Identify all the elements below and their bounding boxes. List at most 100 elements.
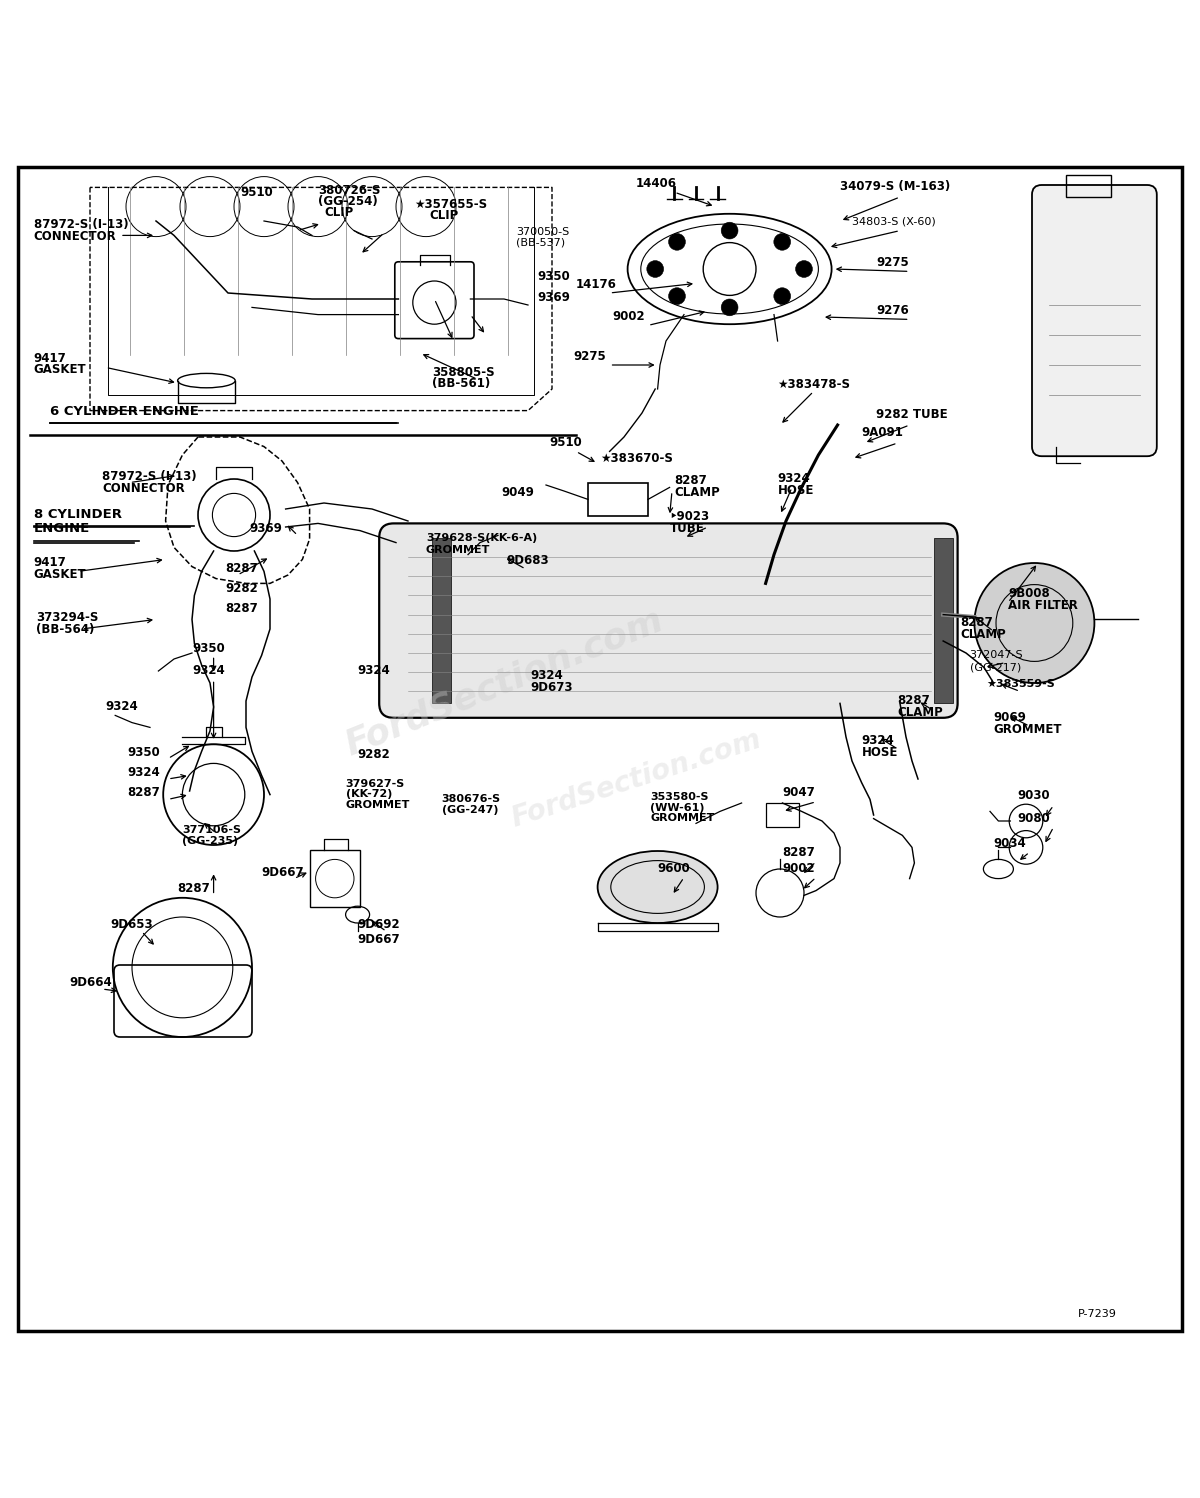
Text: CLAMP: CLAMP <box>898 706 943 719</box>
Text: 9350: 9350 <box>127 746 160 758</box>
Text: ★383670-S: ★383670-S <box>600 451 673 464</box>
Text: ★383478-S: ★383478-S <box>778 379 851 391</box>
Text: 9350: 9350 <box>538 271 570 283</box>
Text: 9047: 9047 <box>782 786 815 800</box>
Ellipse shape <box>598 851 718 923</box>
Text: 9D667: 9D667 <box>358 933 401 945</box>
Text: (BB-537): (BB-537) <box>516 237 565 247</box>
Text: 9510: 9510 <box>240 186 272 199</box>
Text: 8287: 8287 <box>226 562 258 575</box>
Text: 358805-S: 358805-S <box>432 367 494 379</box>
Text: 8 CYLINDER: 8 CYLINDER <box>34 508 121 521</box>
Text: 9324: 9324 <box>358 664 390 677</box>
Bar <box>432 538 451 704</box>
Text: 9350: 9350 <box>192 643 224 656</box>
Text: 9002: 9002 <box>782 861 815 875</box>
Circle shape <box>721 222 738 240</box>
Text: 377106-S: 377106-S <box>182 825 241 836</box>
Text: CLIP: CLIP <box>430 210 458 222</box>
Text: 9510: 9510 <box>550 436 582 449</box>
Text: 9069: 9069 <box>994 710 1026 724</box>
Text: (WW-61): (WW-61) <box>650 803 704 812</box>
Text: (KK-72): (KK-72) <box>346 789 392 800</box>
Text: GROMMET: GROMMET <box>650 813 715 824</box>
Text: ‣9023: ‣9023 <box>670 511 709 523</box>
Text: 8287: 8287 <box>960 616 992 629</box>
Text: 14176: 14176 <box>576 277 617 291</box>
Text: 87972-S (I-13): 87972-S (I-13) <box>34 217 128 231</box>
Circle shape <box>774 288 791 304</box>
Text: 8287: 8287 <box>782 846 815 860</box>
Text: 9282: 9282 <box>226 583 258 595</box>
Circle shape <box>668 234 685 250</box>
Text: 379627-S: 379627-S <box>346 779 404 788</box>
Text: GROMMET: GROMMET <box>994 724 1062 736</box>
Text: 9D667: 9D667 <box>262 866 305 879</box>
Text: 8287: 8287 <box>178 882 210 896</box>
Text: 6 CYLINDER ENGINE: 6 CYLINDER ENGINE <box>50 404 199 418</box>
Text: 9324: 9324 <box>192 664 224 677</box>
Bar <box>934 538 953 704</box>
Text: 9324: 9324 <box>778 472 810 485</box>
Text: 9D673: 9D673 <box>530 680 572 694</box>
Text: 9080: 9080 <box>1018 812 1050 824</box>
Circle shape <box>647 261 664 277</box>
Text: 9417: 9417 <box>34 352 66 366</box>
Text: 9D664: 9D664 <box>70 977 113 989</box>
Text: GROMMET: GROMMET <box>346 800 410 810</box>
Circle shape <box>668 288 685 304</box>
Text: 9324: 9324 <box>862 734 894 746</box>
Text: CLAMP: CLAMP <box>674 487 720 499</box>
Text: 9417: 9417 <box>34 556 66 569</box>
Text: (GG-235): (GG-235) <box>182 836 239 846</box>
Text: 8287: 8287 <box>127 786 160 800</box>
Text: GASKET: GASKET <box>34 363 86 376</box>
Text: 353580-S: 353580-S <box>650 792 709 801</box>
Text: 8287: 8287 <box>674 475 707 487</box>
Text: 9282: 9282 <box>358 748 390 761</box>
Bar <box>588 482 648 517</box>
Text: TUBE: TUBE <box>670 523 704 535</box>
Text: 9275: 9275 <box>876 256 908 270</box>
Text: 87972-S (I-13): 87972-S (I-13) <box>102 469 197 482</box>
Text: GROMMET: GROMMET <box>426 545 491 554</box>
Text: 9D692: 9D692 <box>358 918 401 932</box>
Text: ★383559-S: ★383559-S <box>986 679 1055 689</box>
Text: 379628-S(KK-6-A): 379628-S(KK-6-A) <box>426 533 538 542</box>
Text: 373294-S: 373294-S <box>36 611 98 625</box>
Text: FordSection.com: FordSection.com <box>508 725 764 833</box>
Circle shape <box>796 261 812 277</box>
Circle shape <box>774 234 791 250</box>
Text: (GG-247): (GG-247) <box>442 804 498 815</box>
Text: CONNECTOR: CONNECTOR <box>34 229 116 243</box>
FancyBboxPatch shape <box>1032 184 1157 457</box>
Text: (GG-217): (GG-217) <box>970 662 1021 673</box>
Text: 380676-S: 380676-S <box>442 794 500 804</box>
Text: 380726-S: 380726-S <box>318 184 380 198</box>
Text: ★357655-S: ★357655-S <box>414 198 487 211</box>
Text: 9B008: 9B008 <box>1008 587 1050 601</box>
Text: 370050-S: 370050-S <box>516 226 569 237</box>
Text: P-7239: P-7239 <box>1078 1309 1116 1320</box>
Text: FordSection.com: FordSection.com <box>340 604 668 762</box>
Text: HOSE: HOSE <box>778 484 814 497</box>
Text: 9282 TUBE: 9282 TUBE <box>876 409 948 421</box>
Text: 9369: 9369 <box>538 291 570 304</box>
Text: 8287: 8287 <box>226 602 258 614</box>
Text: CLIP: CLIP <box>324 205 353 219</box>
Text: CLAMP: CLAMP <box>960 628 1006 641</box>
Text: 9324: 9324 <box>530 668 563 682</box>
Circle shape <box>974 563 1094 683</box>
Text: 372047-S: 372047-S <box>970 650 1024 661</box>
Text: 9049: 9049 <box>502 487 534 499</box>
Text: 9275: 9275 <box>574 349 606 363</box>
Text: 9324: 9324 <box>106 700 138 713</box>
Text: 34079-S (M-163): 34079-S (M-163) <box>840 180 950 193</box>
Text: 9324: 9324 <box>127 765 160 779</box>
Text: 9034: 9034 <box>994 837 1026 849</box>
Text: 9276: 9276 <box>876 304 908 318</box>
Text: CONNECTOR: CONNECTOR <box>102 481 185 494</box>
Text: 9D683: 9D683 <box>506 554 550 566</box>
Text: 9A091: 9A091 <box>862 427 904 439</box>
Text: (GG-254): (GG-254) <box>318 195 378 208</box>
